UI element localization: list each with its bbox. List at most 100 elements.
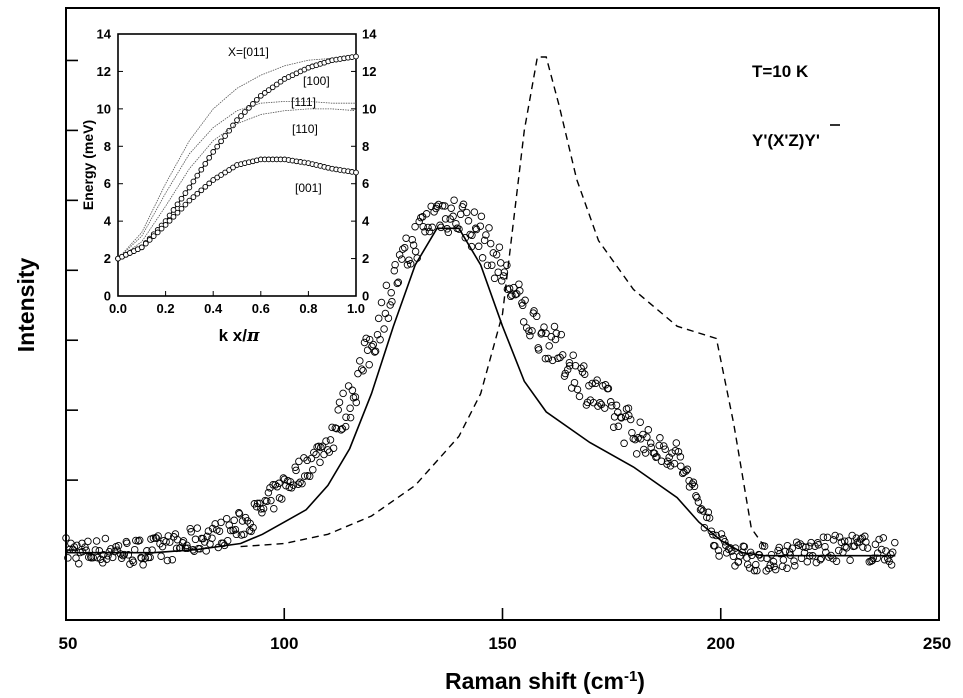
data-point bbox=[295, 457, 303, 466]
data-point bbox=[740, 542, 749, 551]
inset-branch-point bbox=[218, 138, 224, 145]
data-point bbox=[511, 290, 520, 299]
data-point bbox=[390, 266, 399, 275]
data-point bbox=[322, 437, 330, 445]
data-point bbox=[771, 565, 780, 574]
data-point bbox=[769, 557, 778, 566]
data-point bbox=[694, 498, 703, 506]
inset-branch-point bbox=[257, 92, 264, 99]
inset-y-tick-label-right: 0 bbox=[362, 289, 369, 304]
data-point bbox=[387, 288, 395, 297]
data-point bbox=[863, 544, 872, 552]
data-point bbox=[640, 445, 648, 454]
temperature-annotation: T=10 K bbox=[752, 62, 809, 81]
data-point bbox=[391, 260, 399, 269]
data-point bbox=[259, 504, 268, 513]
data-point bbox=[748, 551, 756, 560]
data-point bbox=[141, 554, 150, 562]
data-point bbox=[671, 446, 680, 455]
data-point bbox=[483, 261, 492, 270]
data-point bbox=[548, 356, 557, 365]
data-point bbox=[271, 481, 280, 489]
inset-y-tick-label-left: 10 bbox=[97, 101, 111, 116]
main-x-tick-label: 50 bbox=[59, 634, 78, 653]
x-axis-title: Raman shift (cm-1) bbox=[445, 668, 645, 695]
data-point bbox=[641, 449, 650, 457]
data-point bbox=[447, 204, 455, 212]
inset-x-tick-label: 1.0 bbox=[347, 301, 365, 316]
data-point bbox=[316, 458, 324, 467]
data-point bbox=[432, 202, 441, 210]
data-point bbox=[62, 534, 70, 542]
data-point bbox=[73, 541, 81, 550]
data-point bbox=[471, 224, 480, 233]
data-point bbox=[193, 524, 202, 532]
inset-branch-point bbox=[142, 240, 149, 247]
data-point bbox=[441, 215, 450, 223]
inset-branch-point bbox=[234, 117, 240, 123]
inset-series-labels: X=[011] [100] [111] [110] [001] bbox=[228, 45, 330, 195]
data-point bbox=[663, 460, 671, 468]
inset-x-axis-title-symbol: π bbox=[246, 326, 260, 346]
main-x-tick-label: 250 bbox=[923, 634, 951, 653]
data-point bbox=[81, 543, 89, 551]
data-point bbox=[829, 536, 838, 544]
data-point bbox=[609, 423, 618, 431]
inset-branch-point bbox=[230, 164, 236, 171]
data-point bbox=[690, 482, 699, 491]
data-point bbox=[137, 553, 145, 562]
data-point bbox=[614, 422, 623, 431]
data-point bbox=[490, 274, 499, 283]
data-point bbox=[497, 277, 506, 285]
inset-branch-point bbox=[198, 187, 205, 194]
inset-branch-point bbox=[182, 190, 189, 196]
inset-branch-point bbox=[261, 90, 268, 96]
data-point bbox=[677, 462, 685, 470]
x-axis-title-sup: -1 bbox=[624, 668, 637, 685]
data-point bbox=[715, 552, 723, 560]
data-point bbox=[477, 212, 486, 221]
data-point bbox=[505, 284, 514, 293]
data-point bbox=[253, 499, 262, 508]
data-point bbox=[215, 527, 224, 535]
data-point bbox=[596, 399, 604, 407]
inset-branch-point bbox=[202, 183, 209, 190]
data-point bbox=[128, 556, 137, 565]
inset-branch-point bbox=[206, 154, 213, 161]
data-point bbox=[526, 331, 534, 340]
data-point bbox=[624, 404, 633, 412]
data-point bbox=[450, 196, 458, 204]
data-point bbox=[186, 524, 194, 533]
data-point bbox=[393, 279, 402, 288]
data-point bbox=[356, 357, 364, 365]
data-point bbox=[794, 541, 803, 549]
data-point bbox=[474, 242, 483, 251]
data-point bbox=[832, 557, 841, 566]
data-point bbox=[604, 384, 613, 393]
inset-branch-point bbox=[218, 172, 224, 178]
data-point bbox=[398, 255, 406, 263]
inset-branch-point bbox=[273, 81, 280, 88]
data-point bbox=[731, 544, 740, 552]
data-point bbox=[406, 260, 415, 268]
data-point bbox=[403, 261, 412, 269]
data-point bbox=[519, 318, 528, 326]
inset-y-tick-label-right: 12 bbox=[362, 64, 376, 79]
data-point bbox=[163, 556, 172, 565]
data-point bbox=[561, 369, 570, 378]
data-point bbox=[84, 537, 92, 546]
data-point bbox=[532, 312, 541, 321]
svg-text:Y'(X'Z)Y': Y'(X'Z)Y' bbox=[752, 131, 820, 150]
inset-branch-point bbox=[202, 160, 209, 167]
data-point bbox=[842, 544, 851, 552]
data-point bbox=[365, 335, 374, 344]
data-point bbox=[294, 480, 302, 488]
inset-branch-point bbox=[214, 174, 221, 181]
inset-branch-point bbox=[174, 209, 181, 216]
data-point bbox=[441, 202, 449, 210]
data-point bbox=[515, 280, 523, 288]
data-point bbox=[646, 439, 655, 447]
data-point bbox=[199, 534, 207, 543]
data-point bbox=[101, 534, 110, 543]
